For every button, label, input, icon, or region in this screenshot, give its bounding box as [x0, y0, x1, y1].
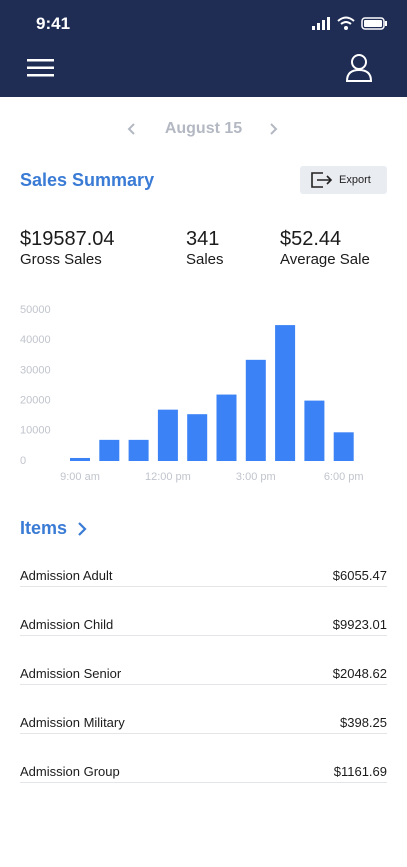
menu-button[interactable]	[27, 58, 55, 78]
bar	[99, 439, 120, 461]
bar	[333, 432, 354, 461]
bar	[275, 325, 296, 461]
export-button[interactable]: Export	[300, 166, 387, 194]
sales-chart: 0 10000 20000 30000 40000 50000 9:00 am 12:00 p…	[20, 304, 364, 483]
item-amount: $9923.01	[332, 617, 387, 632]
x-tick-label: 3:00 pm	[236, 471, 276, 483]
stat-value: $19587.04	[20, 228, 115, 250]
y-tick-label: 20000	[20, 395, 51, 407]
item-amount: $1161.69	[333, 764, 387, 779]
bar	[245, 359, 266, 461]
item-name: Admission Senior	[20, 666, 122, 681]
next-date[interactable]	[268, 122, 280, 136]
stat-label: Average Sale	[280, 251, 370, 268]
x-tick-label: 12:00 pm	[145, 471, 191, 483]
bar	[216, 394, 237, 461]
stat-value: 341	[186, 228, 220, 250]
stat-label: Gross Sales	[20, 251, 102, 268]
item-amount: $2048.62	[332, 666, 387, 681]
separator	[20, 782, 387, 783]
profile-button[interactable]	[345, 53, 373, 83]
section-title: Sales Summary	[20, 170, 155, 190]
stat-label: Sales	[186, 251, 224, 268]
export-label: Export	[339, 174, 371, 186]
x-tick-label: 6:00 pm	[324, 471, 364, 483]
section-title[interactable]: Items	[20, 518, 68, 538]
export-icon	[311, 172, 333, 188]
separator	[20, 586, 387, 587]
x-tick-label: 9:00 am	[60, 471, 100, 483]
y-tick-label: 50000	[20, 304, 51, 316]
date-label: August 15	[164, 120, 243, 137]
bar	[157, 409, 178, 461]
app-header: 9:41	[0, 0, 407, 97]
bar	[70, 457, 90, 461]
item-name: Admission Adult	[20, 568, 113, 583]
stat-value: $52.44	[280, 228, 342, 250]
item-name: Admission Group	[20, 764, 120, 779]
status-icons	[312, 16, 387, 30]
bar	[304, 400, 325, 461]
items-chevron[interactable]	[76, 521, 88, 537]
item-amount: $398.25	[340, 715, 387, 730]
item-name: Admission Military	[20, 715, 125, 730]
bar	[187, 414, 208, 461]
y-tick-label: 30000	[20, 364, 51, 376]
separator	[20, 635, 387, 636]
separator	[20, 733, 387, 734]
item-name: Admission Child	[20, 617, 114, 632]
y-tick-label: 40000	[20, 334, 51, 346]
separator	[20, 684, 387, 685]
prev-date[interactable]	[126, 122, 138, 136]
bar	[128, 439, 149, 461]
y-tick-label: 10000	[20, 425, 51, 437]
y-tick-label: 0	[20, 455, 26, 467]
item-amount: $6055.47	[332, 568, 387, 583]
status-time: 9:41	[36, 14, 71, 33]
